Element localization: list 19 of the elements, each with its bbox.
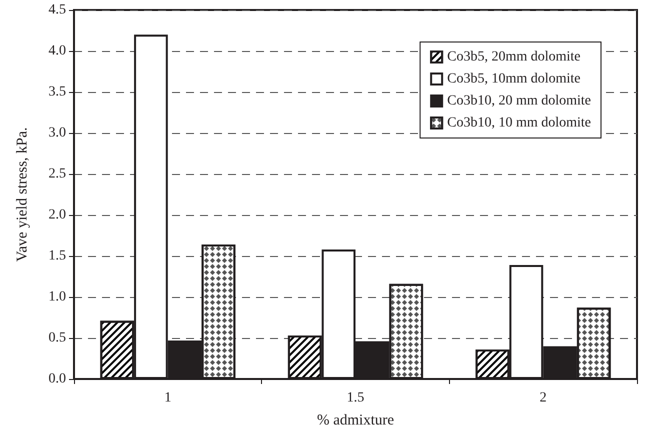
- legend-label: Co3b10, 10 mm dolomite: [447, 116, 591, 130]
- y-tick-label: 4.5: [48, 2, 66, 18]
- x-tick-label: 1.5: [346, 390, 364, 406]
- y-tick-label: 4.0: [48, 44, 66, 58]
- x-tick-label: 2: [540, 390, 547, 406]
- y-tick-label: 3.5: [48, 84, 66, 100]
- y-tick-label: 0.5: [48, 330, 66, 346]
- y-tick-label: 0.0: [48, 372, 66, 386]
- y-tick-label: 1.0: [48, 290, 66, 304]
- y-tick-label: 2.0: [48, 208, 66, 222]
- y-tick-label: 1.5: [48, 248, 66, 264]
- x-axis-title: % admixture: [316, 412, 394, 428]
- x-tick-label: 1: [164, 390, 172, 406]
- y-tick-label: 3.0: [48, 126, 66, 140]
- legend-label: Co3b10, 20 mm dolomite: [447, 94, 591, 108]
- y-tick-label: 2.5: [48, 166, 66, 182]
- legend-label: Co3b5, 10mm dolomite: [447, 72, 580, 86]
- legend-label: Co3b5, 20mm dolomite: [447, 50, 580, 64]
- y-axis-title: Vave yield stress, kPa.: [14, 127, 30, 262]
